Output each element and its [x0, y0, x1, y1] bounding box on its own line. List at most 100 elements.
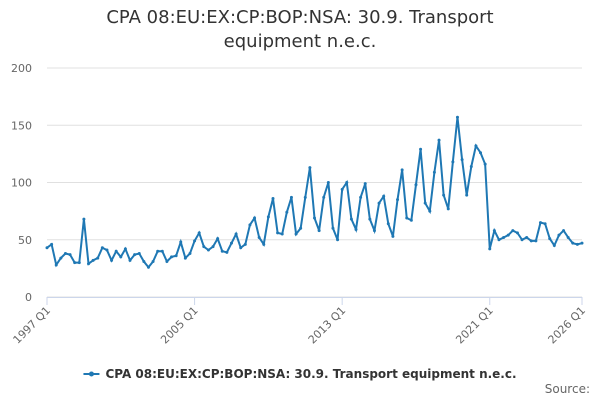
data-point: [317, 229, 321, 233]
x-tick-label: 2021 Q1: [453, 304, 496, 347]
data-point: [340, 187, 344, 191]
y-tick-label: 50: [18, 234, 32, 247]
data-point: [331, 226, 335, 230]
data-point: [248, 223, 252, 227]
data-point: [266, 215, 270, 219]
data-point: [520, 238, 524, 242]
chart-title: CPA 08:EU:EX:CP:BOP:NSA: 30.9. Transport…: [106, 7, 494, 52]
data-point: [243, 242, 247, 246]
data-point: [68, 253, 72, 257]
data-point: [446, 207, 450, 211]
data-point: [45, 246, 49, 250]
data-point: [354, 227, 358, 231]
data-point: [377, 201, 381, 205]
data-point: [437, 138, 441, 142]
data-point: [294, 232, 298, 236]
legend-marker: [88, 371, 94, 377]
data-point: [391, 234, 395, 238]
data-point: [511, 229, 515, 233]
data-point: [188, 251, 192, 255]
data-point: [73, 261, 77, 265]
data-point: [451, 160, 455, 164]
data-point: [479, 151, 483, 155]
data-point: [460, 158, 464, 162]
data-point: [497, 238, 501, 242]
data-point: [165, 260, 169, 264]
data-point: [359, 195, 363, 199]
data-point: [202, 245, 206, 249]
data-point: [548, 237, 552, 241]
data-point: [345, 181, 349, 184]
source: Source:: [545, 382, 590, 396]
y-tick-label: 0: [25, 291, 32, 304]
data-point: [91, 258, 95, 262]
data-point: [262, 242, 266, 246]
data-point: [285, 210, 289, 214]
data-point: [432, 170, 436, 174]
data-point: [137, 251, 141, 255]
data-point: [423, 201, 427, 205]
data-point: [552, 243, 556, 247]
x-tick-label: 1997 Q1: [11, 304, 54, 347]
data-point: [225, 250, 229, 254]
data-point: [529, 239, 533, 243]
data-point: [156, 249, 160, 253]
data-point: [63, 251, 67, 255]
data-point: [488, 247, 492, 251]
data-point: [220, 249, 224, 253]
data-point: [50, 242, 54, 246]
data-point: [419, 147, 423, 151]
data-point: [502, 235, 506, 239]
data-point: [483, 162, 487, 166]
data-point: [442, 193, 446, 197]
data-point: [82, 217, 86, 221]
x-tick-label: 2026 Q1: [546, 304, 589, 347]
data-point: [575, 242, 579, 246]
data-point: [506, 233, 510, 237]
data-point: [409, 218, 413, 222]
data-point: [465, 193, 469, 197]
x-tick-label: 2013 Q1: [306, 304, 349, 347]
data-point: [114, 249, 118, 253]
data-point: [142, 260, 146, 264]
data-point: [349, 217, 353, 221]
data-point: [229, 241, 233, 245]
data-point: [289, 195, 293, 199]
data-point: [151, 260, 155, 264]
data-point: [253, 216, 257, 220]
data-point: [110, 258, 114, 262]
data-point: [276, 231, 280, 235]
data-point: [160, 249, 164, 253]
data-point: [372, 229, 376, 233]
data-point: [211, 245, 215, 249]
data-point: [400, 168, 404, 172]
data-line: [46, 117, 583, 269]
data-point: [405, 216, 409, 220]
data-point: [326, 181, 330, 184]
data-point: [455, 115, 459, 119]
data-point: [170, 255, 174, 259]
data-point: [562, 229, 566, 233]
data-point: [174, 254, 178, 258]
data-point: [396, 198, 400, 202]
data-point: [96, 256, 100, 260]
data-point: [257, 235, 261, 239]
data-point: [59, 256, 63, 260]
data-point: [308, 166, 312, 170]
data-point: [239, 246, 243, 250]
data-point: [368, 217, 372, 221]
data-point: [492, 229, 496, 233]
data-point: [193, 239, 197, 243]
data-point: [77, 261, 81, 265]
data-point: [469, 164, 473, 168]
data-point: [336, 238, 340, 242]
data-point: [206, 248, 210, 252]
y-tick-label: 200: [11, 62, 32, 75]
data-point: [128, 258, 132, 262]
data-point: [363, 182, 367, 186]
data-point: [525, 235, 529, 239]
data-point: [105, 248, 109, 252]
data-point: [538, 221, 542, 225]
y-tick-label: 150: [11, 119, 32, 132]
